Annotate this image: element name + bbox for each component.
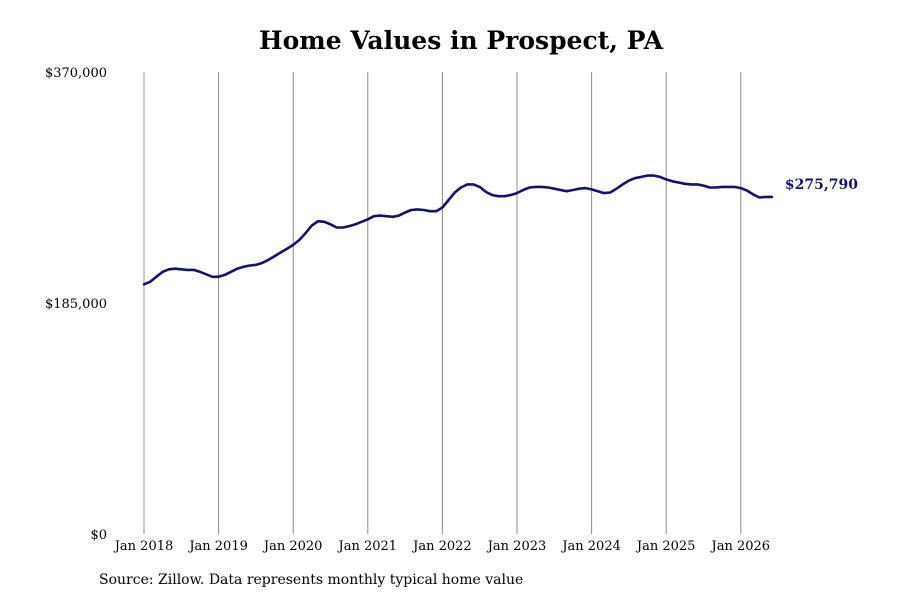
y-tick-label-2: $370,000 — [45, 66, 107, 81]
series-line — [142, 174, 774, 286]
x-tick-label-4: Jan 2022 — [411, 539, 472, 554]
y-tick-label-0: $0 — [90, 528, 107, 543]
gridlines — [143, 72, 742, 534]
x-tick-label-6: Jan 2024 — [560, 539, 621, 554]
x-tick-label-7: Jan 2025 — [635, 539, 696, 554]
y-tick-label-1: $185,000 — [45, 297, 107, 312]
y-axis: $0 $185,000 $370,000 — [45, 66, 107, 543]
end-value-label: $275,790 — [785, 177, 858, 193]
x-tick-label-8: Jan 2026 — [710, 539, 771, 554]
x-axis: Jan 2018 Jan 2019 Jan 2020 Jan 2021 Jan 2022… — [113, 539, 770, 554]
x-tick-label-0: Jan 2018 — [113, 539, 174, 554]
x-tick-label-3: Jan 2021 — [337, 539, 398, 554]
x-tick-label-1: Jan 2019 — [187, 539, 248, 554]
x-tick-label-2: Jan 2020 — [262, 539, 323, 554]
source-note: Source: Zillow. Data represents monthly … — [99, 572, 524, 588]
chart-title: Home Values in Prospect, PA — [258, 26, 664, 55]
x-tick-label-5: Jan 2023 — [486, 539, 547, 554]
